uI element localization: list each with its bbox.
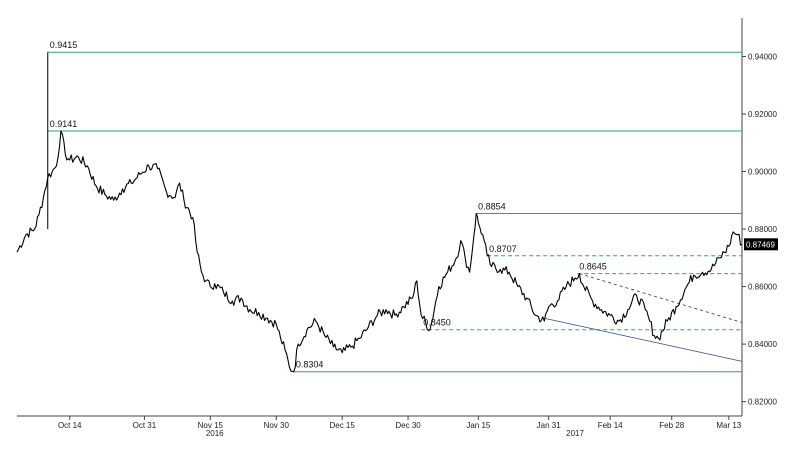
y-tick-label: 0.86000 (748, 283, 777, 292)
y-tick-label: 0.88000 (748, 225, 777, 234)
y-tick-label: 0.94000 (748, 53, 777, 62)
level-label: 0.8450 (423, 318, 451, 328)
trend-line (579, 273, 743, 323)
trend-line (544, 317, 743, 362)
last-value-label: 0.87469 (746, 240, 775, 249)
x-tick-label: Oct 31 (133, 421, 157, 430)
level-label: 0.8854 (478, 202, 506, 212)
level-label: 0.9415 (50, 40, 78, 50)
year-label: 2017 (566, 429, 584, 438)
level-label: 0.9141 (50, 119, 78, 129)
level-label: 0.8304 (296, 360, 324, 370)
y-tick-label: 0.92000 (748, 110, 777, 119)
x-tick-label: Jan 15 (466, 421, 491, 430)
x-tick-label: Nov 30 (264, 421, 290, 430)
x-tick-label: Mar 13 (716, 421, 741, 430)
y-tick-label: 0.84000 (748, 340, 777, 349)
x-tick-label: Oct 14 (58, 421, 82, 430)
level-label: 0.8707 (489, 244, 517, 254)
x-tick-label: Feb 14 (598, 421, 623, 430)
x-tick-label: Dec 15 (329, 421, 355, 430)
x-tick-label: Nov 15 (198, 421, 224, 430)
year-label: 2016 (206, 429, 224, 438)
y-tick-label: 0.82000 (748, 398, 777, 407)
x-tick-label: Jan 31 (537, 421, 562, 430)
last-value-badge (744, 238, 778, 251)
y-tick-label: 0.90000 (748, 168, 777, 177)
level-label: 0.8645 (579, 262, 607, 272)
price-line (16, 130, 743, 373)
x-tick-label: Dec 30 (395, 421, 421, 430)
x-tick-label: Feb 28 (659, 421, 684, 430)
